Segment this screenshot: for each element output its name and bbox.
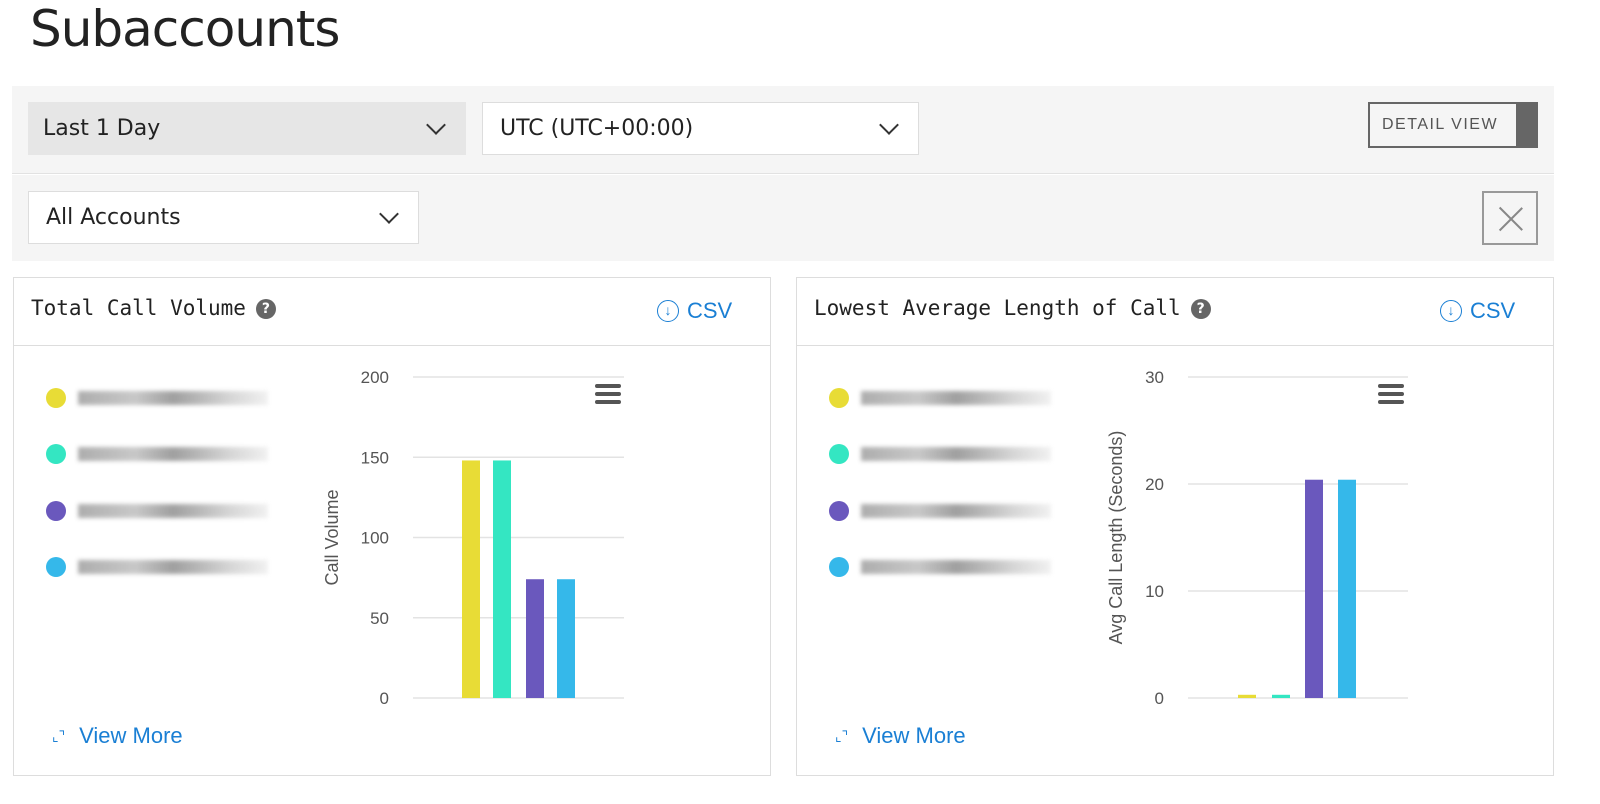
view-more-label: View More [862,723,966,748]
timezone-value: UTC (UTC+00:00) [500,116,694,141]
toggle-handle [1516,104,1536,146]
legend-item[interactable] [46,557,268,577]
legend-item[interactable] [46,501,268,521]
view-more-link[interactable]: ⌞⌝ View More [52,723,183,749]
redacted-label [78,560,268,574]
help-icon[interactable]: ? [1190,299,1211,319]
csv-download-button[interactable]: ↓ CSV [657,298,732,324]
expand-icon: ⌞⌝ [835,727,849,744]
legend-item[interactable] [829,388,1051,408]
chevron-down-icon [879,114,899,135]
redacted-label [861,560,1051,574]
lowest-average-length-card: Lowest Average Length of Call? ↓ CSV ⌞⌝ Vi… [796,277,1554,776]
legend-item[interactable] [829,557,1051,577]
legend-dot [829,557,849,577]
legend-item[interactable] [46,444,268,464]
redacted-label [78,504,268,518]
redacted-label [861,447,1051,461]
legend-item[interactable] [46,388,268,408]
detail-view-label: DETAIL VIEW [1382,116,1499,133]
download-icon: ↓ [657,300,679,322]
card-title-text: Lowest Average Length of Call [814,296,1181,320]
chart-menu-icon[interactable] [595,384,621,408]
legend-dot [46,557,66,577]
redacted-label [861,504,1051,518]
legend-dot [46,501,66,521]
legend-dot [829,388,849,408]
card-title-text: Total Call Volume [31,296,246,320]
redacted-label [78,447,268,461]
csv-label: CSV [687,298,733,323]
legend-item[interactable] [829,444,1051,464]
legend-dot [829,444,849,464]
chevron-down-icon [426,114,446,135]
close-icon[interactable] [1482,191,1538,245]
legend-dot [829,501,849,521]
accounts-value: All Accounts [46,205,181,230]
page-title: Subaccounts [30,0,340,58]
redacted-label [861,391,1051,405]
view-more-link[interactable]: ⌞⌝ View More [835,723,966,749]
time-range-select[interactable]: Last 1 Day [28,102,466,155]
csv-download-button[interactable]: ↓ CSV [1440,298,1515,324]
total-call-volume-card: Total Call Volume? ↓ CSV ⌞⌝ View More [13,277,771,776]
download-icon: ↓ [1440,300,1462,322]
time-range-value: Last 1 Day [43,116,161,141]
legend-dot [46,388,66,408]
expand-icon: ⌞⌝ [52,727,66,744]
timezone-select[interactable]: UTC (UTC+00:00) [482,102,919,155]
accounts-select[interactable]: All Accounts [28,191,419,244]
legend-dot [46,444,66,464]
redacted-label [78,391,268,405]
card-title: Total Call Volume? [31,296,276,320]
legend-item[interactable] [829,501,1051,521]
chart-menu-icon[interactable] [1378,384,1404,408]
detail-view-toggle[interactable]: DETAIL VIEW [1368,102,1538,148]
chevron-down-icon [379,203,399,224]
card-title: Lowest Average Length of Call? [814,296,1211,320]
csv-label: CSV [1470,298,1516,323]
help-icon[interactable]: ? [255,299,276,319]
view-more-label: View More [79,723,183,748]
